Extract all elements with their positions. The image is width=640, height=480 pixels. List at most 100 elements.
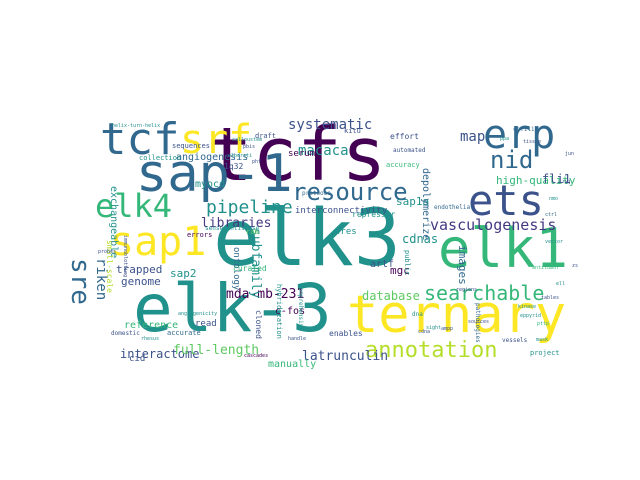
cloud-word: kinase — [518, 304, 537, 310]
cloud-word: cdna — [418, 329, 431, 335]
cloud-word: artf — [370, 259, 395, 270]
cloud-word: handle — [288, 336, 307, 342]
cloud-word: draft — [255, 132, 277, 140]
cloud-word: dna — [412, 311, 423, 318]
cloud-word: searchable — [424, 281, 545, 305]
cloud-word: reference — [124, 320, 179, 331]
cloud-word: mgc — [390, 264, 410, 277]
cloud-word: pipeline — [206, 197, 293, 218]
cloud-word: angiogenesis — [176, 152, 249, 163]
cloud-word: immunoblotting — [122, 235, 128, 278]
cloud-word: sap1a — [396, 195, 430, 208]
cloud-word: sap-1 — [136, 144, 293, 204]
cloud-word: antitumor — [532, 265, 560, 271]
cloud-word: eppyrid — [520, 313, 542, 319]
cloud-word: sense-antisense — [205, 225, 260, 232]
cloud-word: proteome — [302, 190, 331, 197]
cloud-word: elk1 — [438, 217, 569, 280]
cloud-word: tissue — [523, 139, 542, 145]
cloud-word: 1q32 — [224, 162, 244, 171]
cloud-word: public — [403, 250, 411, 276]
cloud-word: vessels — [502, 337, 528, 344]
cloud-word: pbis — [243, 144, 256, 150]
cloud-word: accurate — [167, 329, 201, 337]
cloud-word: srf — [180, 117, 253, 163]
cloud-word: read — [195, 319, 217, 329]
cloud-word: regions — [456, 287, 478, 293]
cloud-word: errors — [187, 231, 213, 239]
cloud-word: cdnas — [402, 232, 439, 246]
cloud-word: cid — [129, 354, 146, 364]
cloud-word: helix-turn-helix — [112, 123, 161, 129]
cloud-word: enables — [329, 329, 363, 338]
cloud-word: high-quality — [496, 174, 576, 187]
cloud-word: systematic — [288, 117, 373, 133]
cloud-word: sight — [426, 325, 442, 331]
cloud-word: collection — [139, 154, 182, 162]
cloud-word: interconnectivity — [295, 206, 388, 216]
cloud-word: nmo — [549, 196, 559, 202]
cloud-word: ryj — [562, 179, 572, 185]
cloud-word: sre — [65, 258, 95, 305]
cloud-word: cascades — [244, 353, 269, 359]
cloud-word: resource — [292, 178, 408, 206]
cloud-word: erp — [483, 112, 556, 158]
cloud-word: database — [362, 289, 420, 303]
cloud-word: vasculogenesis — [430, 216, 557, 234]
cloud-word: mask — [536, 337, 549, 343]
cloud-word: accuracy — [386, 161, 420, 169]
cloud-word: cofilin — [513, 126, 539, 133]
cloud-word: elk-3 — [133, 270, 332, 347]
cloud-word: depolymerize — [420, 168, 431, 241]
cloud-word: nid — [490, 146, 534, 174]
cloud-word: tcf — [100, 114, 180, 165]
cloud-word: curated — [233, 264, 267, 273]
cloud-word: mda-mb-231 — [226, 287, 305, 302]
cloud-word: rhesus — [141, 336, 160, 342]
cloud-word: sap1 — [110, 219, 207, 265]
cloud-word: project — [530, 349, 560, 357]
cloud-word: jun — [565, 151, 575, 157]
cloud-word: domestic — [111, 330, 140, 337]
cloud-word: macaca — [298, 143, 349, 159]
cloud-word: vector — [545, 239, 564, 245]
cloud-word: angiogenicity — [178, 311, 218, 317]
cloud-word: serum — [288, 149, 316, 159]
cloud-word: probes — [98, 249, 117, 255]
cloud-word: sres — [335, 227, 357, 237]
cloud-word: kitu — [344, 127, 361, 135]
cloud-word: zs — [572, 263, 579, 269]
cloud-word: ctrl — [545, 212, 558, 218]
cloud-word: repressor — [352, 210, 396, 219]
cloud-word: small-scale — [105, 240, 114, 293]
cloud-word: sequences — [172, 142, 210, 150]
cloud-word: sap2 — [170, 267, 197, 280]
cloud-word: manually — [268, 359, 317, 370]
cloud-word: genome — [121, 275, 161, 288]
cloud-word: elk4 — [95, 187, 173, 225]
cloud-word: pttp — [537, 321, 550, 327]
cloud-word: hybridization — [275, 284, 283, 339]
cloud-word: tcfs — [208, 112, 387, 198]
cloud-word: effort — [390, 132, 419, 141]
cloud-word: ets — [468, 176, 544, 225]
cloud-word: latrunculin — [302, 349, 389, 364]
cloud-word: libraries — [201, 216, 272, 231]
cloud-word: albersti — [228, 153, 253, 159]
cloud-word: images — [456, 245, 469, 285]
cloud-word: interactome — [120, 347, 200, 361]
cloud-word: ternary — [347, 285, 567, 345]
cloud-word: phf — [252, 159, 262, 165]
cloud-word: myocd — [195, 179, 226, 190]
cloud-word: fli1 — [542, 172, 571, 186]
cloud-word: calloustem — [232, 137, 263, 143]
cloud-word: sources — [468, 319, 490, 325]
cloud-word: trapped — [116, 263, 163, 276]
cloud-word: cloned — [254, 310, 263, 339]
cloud-word: comprehensive — [297, 284, 304, 331]
cloud-word: full-length — [173, 343, 260, 358]
cloud-word: endothelial — [434, 204, 474, 211]
cloud-word: ampp — [441, 326, 454, 332]
cloud-word: tables — [541, 295, 560, 301]
